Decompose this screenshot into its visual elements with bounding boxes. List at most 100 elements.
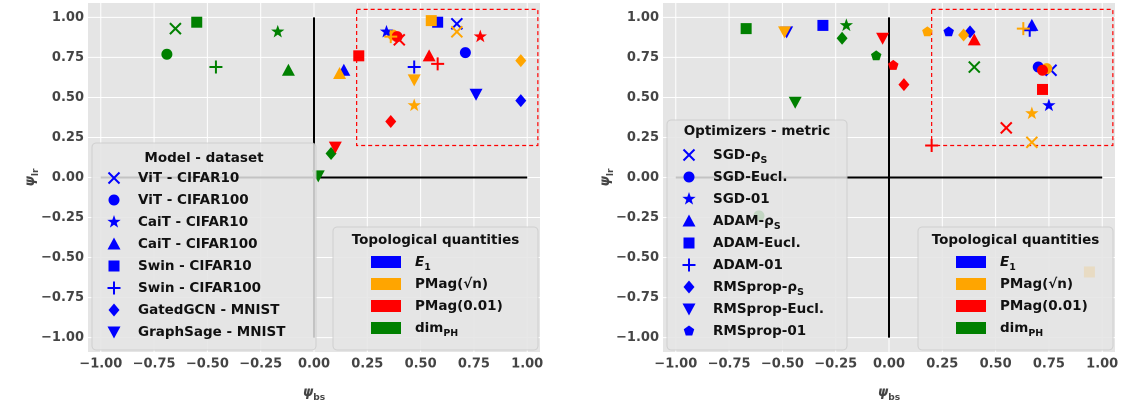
y-tick-label: 1.00 xyxy=(52,10,84,25)
marker xyxy=(107,326,121,339)
marker xyxy=(943,26,954,37)
marker xyxy=(682,214,696,227)
y-tick-label: −0.75 xyxy=(616,290,659,305)
marker xyxy=(925,138,939,152)
marker xyxy=(108,303,120,317)
legend-swatch xyxy=(956,278,986,290)
x-tick-label: 0.25 xyxy=(926,357,958,372)
legend-label-main: dim xyxy=(1000,320,1028,336)
y-tick-label: 0.75 xyxy=(627,50,659,65)
marker xyxy=(328,141,342,154)
y-tick-label: −1.00 xyxy=(41,330,84,345)
legend-label-sub: S xyxy=(774,221,781,232)
marker xyxy=(384,30,398,44)
legend-label: RMSprop-01 xyxy=(713,323,806,339)
marker xyxy=(353,50,365,62)
marker xyxy=(817,19,829,31)
legend-label-main: PMag(0.01) xyxy=(1000,298,1088,314)
legend-title: Model - dataset xyxy=(144,150,264,166)
marker xyxy=(271,24,285,38)
marker xyxy=(888,59,899,70)
legend-label-main: SGD-Eucl. xyxy=(713,169,787,185)
marker xyxy=(469,88,483,101)
legend-title: Topological quantities xyxy=(932,232,1100,248)
x-axis-label-main: ψ xyxy=(303,385,314,400)
legend-label: SGD-Eucl. xyxy=(713,169,787,185)
marker xyxy=(968,60,981,74)
legend-label-main: GraphSage - MNIST xyxy=(138,324,286,340)
legend-label: GraphSage - MNIST xyxy=(138,324,286,340)
legend-label-main: ADAM-01 xyxy=(713,257,783,273)
marker xyxy=(788,96,802,109)
legend-label: CaiT - CIFAR10 xyxy=(138,214,248,230)
marker xyxy=(1023,23,1037,37)
y-tick-label: −0.25 xyxy=(616,210,659,225)
marker xyxy=(407,60,421,74)
marker xyxy=(898,78,910,92)
legend-box xyxy=(91,142,317,351)
legend-label: SGD-01 xyxy=(713,191,770,207)
x-axis-label: ψbs xyxy=(303,385,325,403)
x-tick-label: −0.25 xyxy=(814,357,857,372)
y-tick-label: 1.00 xyxy=(627,10,659,25)
legend-box xyxy=(666,119,848,351)
marker xyxy=(1042,98,1056,112)
y-axis-label: ψlr xyxy=(23,168,41,186)
y-axis-label-sub: lr xyxy=(606,168,616,176)
marker xyxy=(876,32,890,45)
color-legend: Topological quantities E1 PMag(√n) PMag(0.0… xyxy=(917,226,1114,351)
legend-label: PMag(√n) xyxy=(415,276,488,292)
legend-label-main: E xyxy=(1000,254,1010,270)
y-tick-label: 0.25 xyxy=(627,130,659,145)
legend-label-main: SGD-01 xyxy=(713,191,770,207)
highlight-box xyxy=(356,8,539,147)
marker xyxy=(333,66,347,79)
legend-label-main: Swin - CIFAR100 xyxy=(138,280,261,296)
y-tick-label: 0.25 xyxy=(52,130,84,145)
marker xyxy=(107,215,121,228)
legend-swatch xyxy=(956,300,986,312)
legend-label: ADAM-01 xyxy=(713,257,783,273)
legend-label-main: ViT - CIFAR100 xyxy=(138,192,249,208)
legend-label-main: RMSprop-Eucl. xyxy=(713,301,824,317)
marker xyxy=(870,50,882,61)
x-tick-label: −0.25 xyxy=(239,357,282,372)
legend-label: ViT - CIFAR10 xyxy=(138,170,239,186)
x-axis-label: ψbs xyxy=(878,385,900,403)
marker xyxy=(431,57,445,71)
marker xyxy=(108,260,120,272)
legend-label: PMag(0.01) xyxy=(1000,298,1088,314)
legend-title: Topological quantities xyxy=(352,232,520,248)
marker xyxy=(459,47,471,59)
x-tick-label: −1.00 xyxy=(79,357,122,372)
legend-label-sub: S xyxy=(761,155,768,166)
x-tick-label: −0.50 xyxy=(186,357,229,372)
legend-label-main: PMag(√n) xyxy=(1000,276,1073,292)
legend-label: GatedGCN - MNIST xyxy=(138,302,280,318)
marker xyxy=(108,194,120,206)
marker xyxy=(778,26,792,39)
y-tick-label: −0.75 xyxy=(41,290,84,305)
marker xyxy=(191,16,203,28)
x-tick-label: −0.50 xyxy=(761,357,804,372)
legend-label-main: E xyxy=(415,254,425,270)
marker xyxy=(107,237,121,250)
marker xyxy=(839,18,854,32)
legend-label-sub: PH xyxy=(1028,328,1043,339)
x-tick-label: 0.50 xyxy=(405,357,437,372)
legend-label: ADAM-ρS xyxy=(713,213,781,232)
marker xyxy=(958,28,970,42)
y-tick-label: −0.50 xyxy=(616,250,659,265)
marker xyxy=(740,23,752,35)
marker xyxy=(107,281,121,295)
marker xyxy=(432,16,444,28)
marker xyxy=(1037,83,1049,95)
legend-label: ADAM-Eucl. xyxy=(713,235,801,251)
legend-label: PMag(√n) xyxy=(1000,276,1073,292)
legend-swatch xyxy=(371,300,401,312)
legend-swatch xyxy=(956,256,986,268)
marker xyxy=(1016,22,1030,36)
legend-label-main: PMag(0.01) xyxy=(415,298,503,314)
legend-label: ViT - CIFAR100 xyxy=(138,192,249,208)
